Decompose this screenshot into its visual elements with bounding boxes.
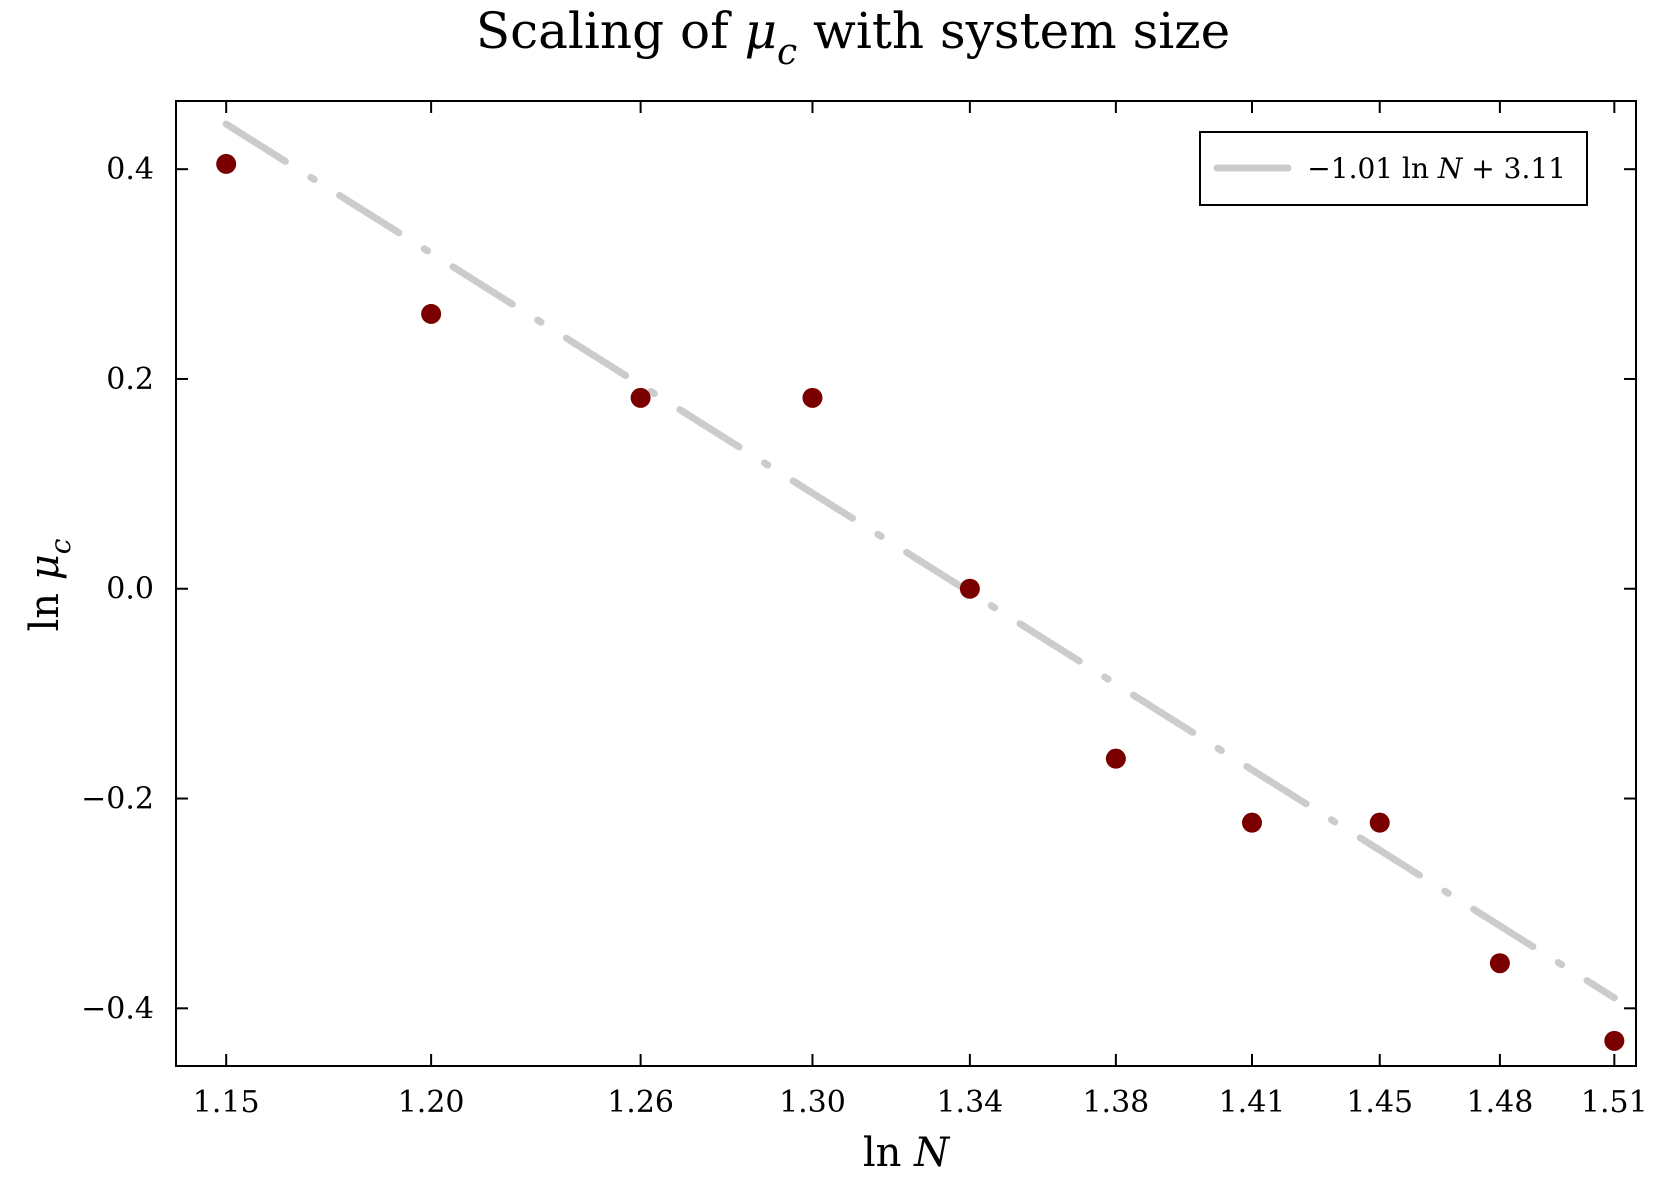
y-axis-label: ln μc (22, 538, 77, 631)
data-point-7 (1369, 812, 1390, 833)
data-point-9 (1604, 1030, 1625, 1051)
x-tick-label-0: 1.15 (193, 1085, 260, 1120)
x-tick-label-6: 1.41 (1219, 1085, 1286, 1120)
data-point-1 (421, 303, 442, 324)
data-point-6 (1241, 812, 1262, 833)
data-point-2 (630, 387, 651, 408)
data-point-5 (1105, 748, 1126, 769)
plot-frame (175, 100, 1637, 1067)
y-tick-label-0: 0.4 (106, 152, 154, 187)
chart-title: Scaling of μc with system size (476, 2, 1230, 73)
y-tick-label-4: −0.4 (81, 991, 154, 1026)
x-tick-label-9: 1.51 (1581, 1085, 1648, 1120)
x-tick-label-5: 1.38 (1082, 1085, 1149, 1120)
x-tick-label-2: 1.26 (607, 1085, 674, 1120)
x-tick-label-3: 1.30 (779, 1085, 846, 1120)
y-tick-label-2: 0.0 (106, 572, 154, 607)
x-axis-label: ln N (863, 1130, 951, 1176)
fit-layer (222, 120, 1618, 1002)
y-tick-label-1: 0.2 (106, 362, 154, 397)
data-point-0 (216, 153, 237, 174)
x-tick-label-7: 1.45 (1346, 1085, 1413, 1120)
legend-fit-label: −1.01 ln N + 3.11 (1307, 152, 1566, 185)
x-tick-label-4: 1.34 (936, 1085, 1003, 1120)
tick-marks (176, 101, 1636, 1066)
data-point-4 (959, 578, 980, 599)
y-tick-labels: 0.4 0.2 0.0 −0.2 −0.4 (81, 152, 154, 1026)
data-point-8 (1489, 953, 1510, 974)
x-tick-label-1: 1.20 (398, 1085, 465, 1120)
data-points (216, 153, 1625, 1051)
data-point-3 (802, 387, 823, 408)
y-tick-label-3: −0.2 (81, 782, 154, 817)
legend: −1.01 ln N + 3.11 (1199, 131, 1588, 206)
x-tick-label-8: 1.48 (1466, 1085, 1533, 1120)
fit-line (222, 120, 1618, 1002)
x-tick-labels: 1.15 1.20 1.26 1.30 1.34 1.38 1.41 1.45 1.48 1.51 (193, 1085, 1648, 1120)
